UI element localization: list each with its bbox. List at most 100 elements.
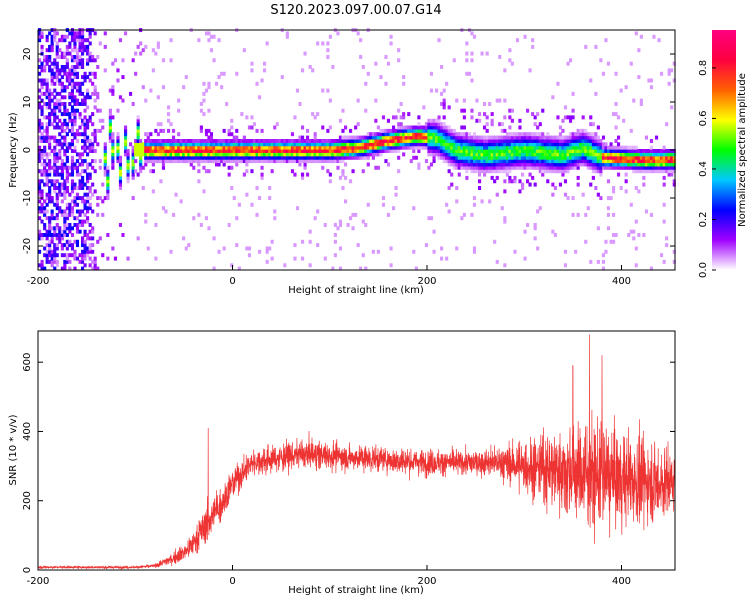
spectrogram-cell	[483, 172, 487, 177]
spectrogram-cell	[591, 135, 595, 140]
spectrogram-cell	[346, 142, 350, 147]
spectrogram-cell	[86, 209, 90, 214]
spectrogram-cell	[86, 122, 90, 127]
spectrogram-cell	[194, 149, 198, 153]
spectrogram-cell	[419, 142, 423, 147]
spectrogram-cell	[288, 142, 292, 147]
spectrogram-cell	[407, 139, 411, 143]
spectrogram-cell	[521, 159, 525, 164]
spectrogram-cell	[541, 142, 545, 147]
spectrogram-cell	[283, 155, 287, 160]
spectrogram-cell	[617, 142, 621, 147]
spectrogram-cell	[359, 155, 363, 160]
spectrogram-cell	[508, 149, 512, 153]
spectrogram-cell	[111, 152, 115, 157]
spectrogram-cell	[156, 95, 160, 100]
spectrogram-cell	[629, 149, 633, 153]
spectrogram-cell	[220, 85, 224, 90]
spectrogram-cell	[538, 159, 542, 164]
spectrogram-cell	[227, 155, 231, 160]
spectrogram-cell	[73, 112, 77, 117]
spectrogram-cell	[202, 98, 206, 103]
spectrogram-cell	[222, 142, 226, 147]
spectrogram-cell	[275, 142, 279, 147]
spectrogram-cell	[81, 75, 85, 80]
spectrogram-cell	[601, 159, 606, 164]
spectrogram-cell	[440, 142, 444, 147]
spectrogram-cell	[252, 142, 257, 147]
spectrogram-cell	[86, 165, 90, 170]
spectrogram-cell	[81, 199, 85, 204]
spectrogram-cell	[460, 145, 464, 150]
spectrogram-cell	[419, 128, 423, 133]
spectrogram-cell	[670, 172, 674, 177]
spectrogram-cell	[70, 246, 75, 251]
spectrogram-cell	[533, 223, 537, 227]
spectrogram-cell	[60, 209, 64, 214]
spectrogram-cell	[78, 41, 82, 46]
spectrogram-cell	[556, 142, 560, 147]
spectrogram-cell	[126, 165, 130, 170]
spectrogram-cell	[301, 159, 305, 164]
spectrogram-cell	[290, 169, 295, 174]
spectrogram-cell	[280, 149, 284, 153]
spectrogram-cell	[634, 263, 638, 268]
spectrogram-cell	[483, 135, 487, 140]
spectrogram-cell	[78, 85, 82, 90]
spectrogram-cell	[386, 128, 391, 133]
spectrogram-cell	[518, 139, 522, 143]
spectrogram-cell	[629, 128, 633, 133]
spectrogram-cell	[660, 159, 664, 164]
spectrogram-cell	[475, 162, 479, 167]
spectrogram-cell	[288, 149, 292, 153]
spectrogram-cell	[53, 233, 57, 237]
spectrogram-cell	[470, 142, 474, 147]
spectrogram-cell	[493, 152, 497, 157]
spectrogram-cell	[81, 132, 85, 137]
spectrogram-cell	[460, 216, 464, 221]
spectrogram-cell	[55, 68, 59, 73]
spectrogram-cell	[333, 142, 337, 147]
spectrogram-cell	[111, 85, 115, 90]
spectrogram-cell	[508, 169, 512, 174]
spectrogram-cell	[437, 135, 441, 140]
spectrogram-cell	[407, 112, 411, 117]
spectrogram-cell	[553, 152, 557, 157]
spectrogram-cell	[50, 44, 54, 49]
spectrogram-cell	[589, 152, 593, 157]
spectrogram-cell	[91, 236, 95, 241]
spectrogram-cell	[465, 139, 469, 143]
spectrogram-cell	[321, 165, 325, 170]
spectrogram-cell	[364, 135, 368, 140]
spectrogram-cell	[432, 229, 436, 234]
spectrogram-cell	[53, 65, 57, 69]
spectrogram-cell	[379, 139, 383, 143]
spectrogram-cell	[230, 132, 234, 137]
spectrogram-cell	[586, 159, 590, 164]
spectrogram-cell	[586, 155, 590, 160]
spectrogram-cell	[538, 206, 542, 211]
spectrogram-cell	[70, 91, 75, 96]
spectrogram-cell	[149, 149, 153, 153]
spectrogram-cell	[455, 246, 459, 251]
spectrogram-cell	[93, 85, 97, 90]
spectrogram-cell	[270, 155, 274, 160]
spectrogram-cell	[285, 139, 289, 143]
spectrogram-cell	[369, 152, 373, 157]
spectrogram-cell	[392, 139, 396, 143]
spectrogram-cell	[634, 159, 638, 164]
spectrogram-cell	[38, 102, 42, 106]
spectrogram-cell	[381, 142, 386, 147]
spectrogram-cell	[485, 149, 489, 153]
spectrogram-cell	[48, 145, 52, 150]
spectrogram-cell	[43, 68, 47, 73]
spectrogram-cell	[655, 155, 659, 160]
spectrogram-cell	[344, 145, 348, 150]
spectrogram-cell	[622, 159, 626, 164]
spectrogram-cell	[422, 132, 426, 137]
spectrogram-cell	[533, 139, 537, 143]
spectrogram-cell	[230, 142, 234, 147]
spectrogram-cell	[543, 159, 547, 164]
spectrogram-cell	[389, 145, 393, 150]
spectrogram-cell	[48, 223, 52, 227]
